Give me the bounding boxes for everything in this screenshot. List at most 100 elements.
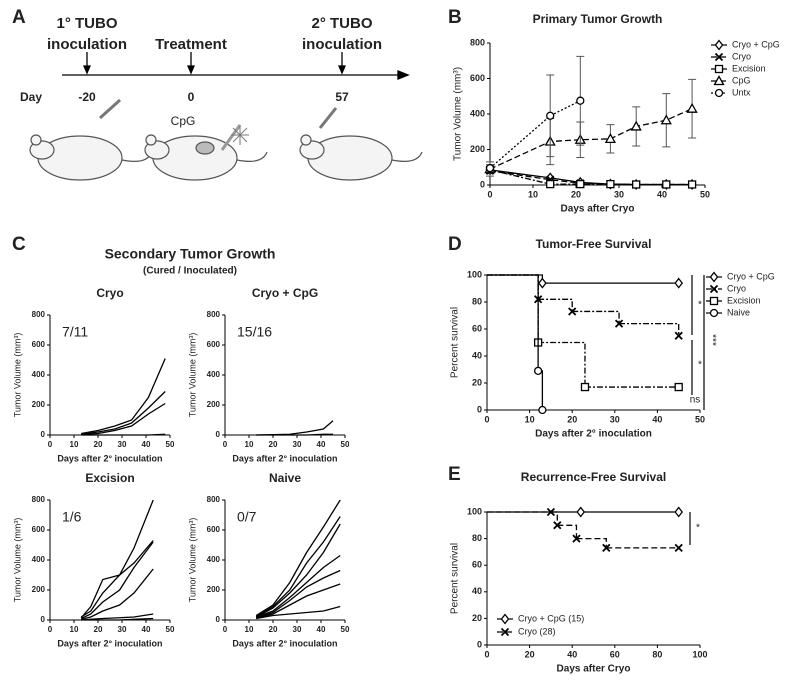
mouse-illustrations [29, 98, 423, 181]
marker [546, 111, 555, 120]
y-tick-label: 400 [32, 370, 46, 379]
y-tick-label: 0 [41, 430, 46, 439]
legend-marker [714, 88, 724, 98]
marker [674, 277, 684, 289]
significance-label: * [698, 360, 702, 371]
y-axis-label: Percent survival [450, 543, 461, 614]
marker [614, 319, 624, 328]
step-segment [538, 370, 544, 410]
event-label: Treatment [155, 36, 227, 53]
marker [568, 307, 577, 316]
treatment-label: CpG [171, 114, 196, 128]
x-tick-label: 0 [484, 649, 489, 659]
series-line [80, 540, 154, 619]
y-tick-label: 0 [216, 615, 221, 624]
y-tick-label: 60 [472, 560, 482, 570]
step-segment [487, 274, 539, 371]
y-tick-label: 400 [207, 370, 221, 379]
series-line [81, 391, 166, 435]
panel-label: B [448, 7, 462, 28]
x-tick-label: 20 [269, 440, 278, 449]
chart-title: Primary Tumor Growth [533, 12, 663, 26]
x-tick-label: 50 [341, 625, 350, 634]
marker [538, 405, 547, 415]
y-tick-label: 600 [32, 340, 46, 349]
legend-marker [500, 613, 510, 625]
y-tick-label: 200 [207, 400, 221, 409]
legend-marker [714, 39, 724, 51]
marker [632, 180, 641, 189]
step-segment [619, 322, 680, 336]
y-axis-label: Tumor Volume (mm³) [12, 518, 22, 603]
x-axis-label: Days after 2° inoculation [232, 638, 337, 648]
series-line [489, 169, 693, 186]
legend-label: Cryo [732, 51, 751, 61]
step-segment [487, 274, 539, 343]
x-tick-label: 30 [614, 189, 624, 199]
legend-label: Excision [732, 63, 766, 73]
marker [662, 180, 671, 189]
chart-title: Tumor-Free Survival [536, 237, 652, 251]
legend-label: Excision [727, 295, 761, 305]
y-tick-label: 200 [207, 585, 221, 594]
chart-title: Cryo [96, 286, 123, 300]
y-tick-label: 100 [467, 506, 482, 516]
marker [674, 382, 683, 392]
x-tick-label: 40 [657, 189, 667, 199]
x-tick-label: 50 [700, 189, 710, 199]
y-tick-label: 600 [32, 525, 46, 534]
legend-label: Cryo + CpG [727, 271, 775, 281]
marker [674, 543, 683, 553]
series-line [489, 100, 581, 169]
x-tick-label: 30 [118, 440, 127, 449]
panel-label: A [12, 7, 26, 28]
marker [602, 543, 611, 553]
x-tick-label: 0 [223, 440, 228, 449]
x-tick-label: 0 [223, 625, 228, 634]
series-line [81, 433, 166, 436]
y-axis-label: Percent survival [450, 307, 461, 378]
x-tick-label: 0 [484, 414, 489, 424]
x-tick-label: 10 [525, 414, 535, 424]
y-tick-label: 800 [207, 495, 221, 504]
y-tick-label: 20 [472, 377, 482, 387]
y-tick-label: 600 [470, 73, 485, 83]
x-tick-label: 40 [317, 625, 326, 634]
y-tick-label: 800 [32, 310, 46, 319]
x-tick-label: 50 [341, 440, 350, 449]
x-tick-label: 20 [567, 414, 577, 424]
marker [538, 277, 547, 289]
series-line [255, 523, 341, 618]
marker [553, 521, 562, 530]
panel-label: D [448, 234, 462, 255]
series-line [256, 583, 341, 620]
y-tick-label: 400 [470, 108, 485, 118]
legend-marker [709, 296, 719, 306]
x-tick-label: 10 [70, 440, 79, 449]
x-tick-label: 20 [269, 625, 278, 634]
event-label: 1° TUBO [56, 15, 117, 32]
event-label: inoculation [47, 36, 127, 53]
event-label: 2° TUBO [311, 15, 372, 32]
series-line [80, 499, 154, 618]
cured-ratio: 15/16 [237, 324, 272, 340]
marker [674, 331, 683, 340]
y-axis-label: Tumor Volume (mm³) [453, 67, 464, 161]
step-segment [538, 341, 586, 388]
x-tick-label: 0 [48, 440, 53, 449]
marker [630, 120, 642, 131]
series-line [256, 569, 341, 619]
y-axis-label: Tumor Volume (mm³) [12, 333, 22, 418]
series-line [255, 516, 341, 617]
x-axis-label: Days after Cryo [557, 664, 631, 675]
x-tick-label: 20 [525, 649, 535, 659]
x-axis-label: Days after 2° inoculation [535, 429, 652, 440]
significance-label: * [696, 523, 700, 534]
x-tick-label: 50 [166, 625, 175, 634]
y-tick-label: 0 [477, 404, 482, 414]
y-tick-label: 800 [470, 37, 485, 47]
series-line [255, 499, 341, 617]
series-line [81, 402, 166, 436]
x-tick-label: 30 [610, 414, 620, 424]
series-line [489, 169, 693, 186]
